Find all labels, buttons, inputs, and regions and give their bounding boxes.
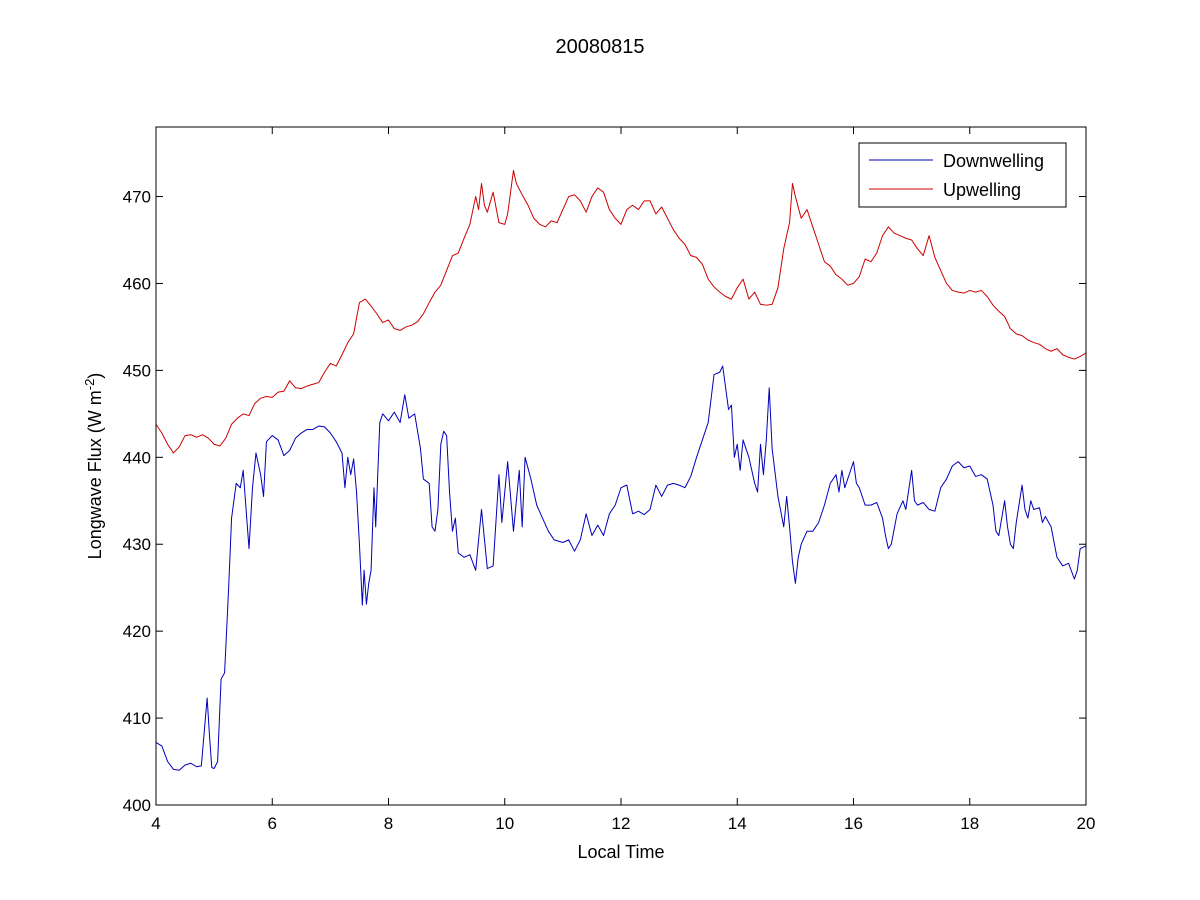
y-tick-label-460: 460 (123, 274, 151, 293)
y-axis-label-main: Longwave Flux (W m (85, 390, 105, 559)
series-line-downwelling (155, 365, 1087, 771)
y-tick-label-410: 410 (123, 709, 151, 728)
x-tick-label-14: 14 (728, 814, 747, 833)
x-tick-label-6: 6 (268, 814, 277, 833)
y-axis-label-exponent: -2 (82, 379, 97, 391)
x-tick-label-10: 10 (495, 814, 514, 833)
x-tick-label-8: 8 (384, 814, 393, 833)
chart-title: 20080815 (556, 36, 645, 58)
x-axis-label: Local Time (577, 842, 664, 862)
x-tick-label-18: 18 (960, 814, 979, 833)
legend-label-upwelling: Upwelling (943, 180, 1021, 200)
legend-label-downwelling: Downwelling (943, 151, 1044, 171)
y-axis-label-close: ) (85, 373, 105, 379)
y-tick-label-450: 450 (123, 361, 151, 380)
y-tick-label-420: 420 (123, 622, 151, 641)
legend: Downwelling Upwelling (858, 142, 1067, 208)
x-axis-ticks: 4 6 8 10 12 14 16 18 20 (151, 127, 1095, 833)
x-tick-label-4: 4 (151, 814, 160, 833)
y-axis-ticks: 400 410 420 430 440 450 460 470 (123, 188, 1086, 815)
plot-area (156, 127, 1086, 805)
legend-box (858, 142, 1067, 208)
y-tick-label-400: 400 (123, 796, 151, 815)
x-tick-label-12: 12 (612, 814, 631, 833)
series-layer (155, 169, 1087, 771)
x-tick-label-16: 16 (844, 814, 863, 833)
x-tick-label-20: 20 (1077, 814, 1096, 833)
y-tick-label-440: 440 (123, 448, 151, 467)
series-line-upwelling (155, 169, 1087, 454)
y-tick-label-430: 430 (123, 535, 151, 554)
y-tick-label-470: 470 (123, 188, 151, 207)
y-axis-label: Longwave Flux (W m-2) (82, 373, 105, 560)
